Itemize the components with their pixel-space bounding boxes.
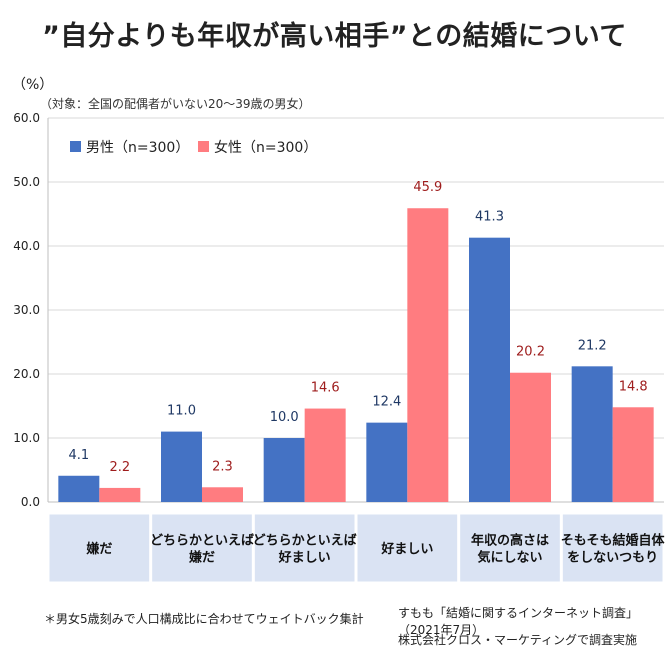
- category-label: 好ましい: [380, 541, 433, 557]
- data-label: 14.8: [619, 379, 648, 394]
- legend-swatch-female: [198, 141, 209, 152]
- y-tick-label: 50.0: [13, 175, 40, 189]
- bar-female: [202, 487, 243, 502]
- category-label: そもそも結婚自体: [561, 533, 666, 549]
- category-box: [561, 513, 664, 583]
- data-label: 41.3: [475, 210, 504, 225]
- category-label: をしないつもり: [567, 551, 658, 566]
- data-label: 4.1: [68, 448, 89, 463]
- category-label: 嫌だ: [85, 541, 112, 557]
- bar-male: [58, 475, 100, 502]
- weighting-footnote: ＊男女5歳刻みで人口構成比に合わせてウェイトバック集計: [44, 612, 364, 626]
- category-label: 年収の高さは: [471, 533, 549, 549]
- y-tick-label: 40.0: [13, 239, 40, 253]
- bar-female: [612, 407, 654, 502]
- category-label: 好ましい: [278, 550, 331, 566]
- data-label: 10.0: [270, 410, 299, 425]
- category-label: 嫌だ: [188, 550, 215, 566]
- chart-title: ”自分よりも年収が高い相手”との結婚について: [42, 21, 627, 52]
- data-label: 11.0: [167, 404, 196, 419]
- category-box: [459, 513, 561, 583]
- category-box: [48, 513, 151, 583]
- category-label: 気にしない: [477, 550, 542, 566]
- y-tick-label: 30.0: [13, 303, 40, 317]
- y-tick-label: 0.0: [21, 495, 40, 509]
- bar-male: [366, 422, 408, 502]
- bar-male: [571, 366, 613, 502]
- bar-male: [263, 438, 305, 502]
- category-label: どちらかといえば: [150, 534, 254, 549]
- legend-label-female: 女性（n=300）: [214, 139, 317, 156]
- y-tick-label: 20.0: [13, 367, 40, 381]
- data-label: 2.2: [109, 460, 130, 475]
- bar-female: [510, 372, 551, 502]
- data-label: 12.4: [372, 395, 401, 410]
- category-box: [356, 513, 459, 583]
- y-tick-label: 60.0: [13, 111, 40, 125]
- source-survey: すもも「結婚に関するインターネット調査」（2021年7月）: [398, 606, 639, 637]
- y-tick-label: 10.0: [13, 431, 40, 445]
- target-note: （対象：全国の配偶者がいない20～39歳の男女）: [40, 97, 311, 111]
- legend-label-male: 男性（n=300）: [86, 140, 189, 156]
- data-label: 45.9: [413, 180, 442, 195]
- bar-female: [99, 487, 141, 502]
- category-box: [253, 513, 356, 583]
- bar-female: [304, 408, 346, 502]
- data-label: 21.2: [578, 338, 607, 353]
- source-company: 株式会社クロス・マーケティングで調査実施: [398, 633, 638, 647]
- category-label: どちらかといえば: [253, 534, 357, 549]
- bar-male: [469, 237, 510, 502]
- y-axis-unit: （%）: [12, 77, 54, 93]
- bar-female: [407, 208, 449, 503]
- data-label: 20.2: [516, 345, 545, 360]
- data-label: 14.6: [311, 381, 340, 396]
- legend-swatch-male: [70, 141, 81, 152]
- data-label: 2.3: [212, 459, 233, 474]
- bar-male: [161, 431, 202, 502]
- category-box: [151, 513, 253, 583]
